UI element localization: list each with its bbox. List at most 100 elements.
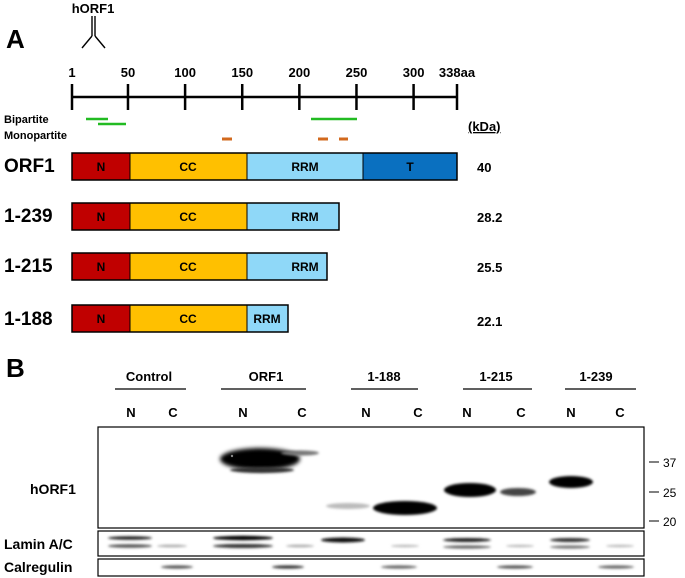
lane-label: N bbox=[462, 405, 471, 420]
construct-1-215: 1-215 N CC RRM 25.5 bbox=[4, 252, 502, 281]
blot-calregulin bbox=[97, 558, 645, 577]
lamin-band-orf1-c bbox=[286, 544, 314, 548]
domain-cc-label: CC bbox=[179, 312, 197, 326]
construct-1-239: 1-239 N CC RRM 28.2 bbox=[4, 202, 502, 231]
domain-rrm-label: RRM bbox=[291, 260, 318, 274]
lamin-band-1-215-n bbox=[443, 538, 491, 549]
construct-kda: 28.2 bbox=[477, 210, 502, 225]
construct-orf1: ORF1 N CC RRM T 40 bbox=[4, 152, 491, 181]
group-label-1-239: 1-239 bbox=[579, 369, 612, 384]
band-1-188-n bbox=[326, 503, 370, 509]
lane-label: N bbox=[126, 405, 135, 420]
domain-rrm bbox=[247, 203, 339, 230]
blot-frame bbox=[97, 558, 645, 577]
scale-tick-label: 100 bbox=[174, 65, 196, 80]
construct-name: ORF1 bbox=[4, 156, 55, 177]
lane-label: N bbox=[238, 405, 247, 420]
domain-n bbox=[72, 253, 130, 280]
monopartite-label: Monopartite bbox=[4, 130, 67, 142]
band-orf1-n bbox=[220, 448, 300, 473]
lamin-band-orf1-n bbox=[213, 535, 273, 548]
calregulin-band-1-239-c bbox=[598, 565, 634, 569]
band-1-239-n bbox=[549, 476, 593, 488]
construct-kda: 25.5 bbox=[477, 260, 502, 275]
domain-rrm bbox=[247, 305, 288, 332]
lane-label: C bbox=[168, 405, 178, 420]
calregulin-band-orf1-c bbox=[272, 565, 304, 569]
domain-t-label: T bbox=[406, 160, 414, 174]
calregulin-band-1-215-c bbox=[497, 565, 533, 569]
lamin-band-1-215-c bbox=[506, 544, 534, 548]
domain-rrm-label: RRM bbox=[291, 210, 318, 224]
domain-cc-label: CC bbox=[179, 260, 197, 274]
domain-n bbox=[72, 305, 130, 332]
lane-label: C bbox=[516, 405, 526, 420]
bipartite-label: Bipartite bbox=[4, 114, 49, 126]
band-orf1-c bbox=[281, 450, 319, 456]
bipartite-nls-marks bbox=[86, 117, 357, 126]
domain-n-label: N bbox=[97, 260, 106, 274]
marker-label-20: 20 bbox=[663, 515, 677, 529]
domain-n bbox=[72, 153, 130, 180]
construct-name: 1-188 bbox=[4, 309, 53, 330]
scale-tick-label: 200 bbox=[288, 65, 310, 80]
lamin-band-control-c bbox=[157, 544, 187, 548]
construct-outline bbox=[71, 304, 289, 333]
blot-label-calregulin: Calregulin bbox=[4, 559, 72, 575]
band-1-215-n bbox=[444, 483, 496, 497]
group-label-1-215: 1-215 bbox=[479, 369, 512, 384]
domain-n-label: N bbox=[97, 160, 106, 174]
lane-label: N bbox=[361, 405, 370, 420]
construct-kda: 22.1 bbox=[477, 314, 502, 329]
group-label-1-188: 1-188 bbox=[367, 369, 400, 384]
blot-frame bbox=[97, 530, 645, 557]
group-label-control: Control bbox=[126, 369, 172, 384]
construct-kda: 40 bbox=[477, 160, 491, 175]
band-1-188-c bbox=[373, 501, 437, 515]
speck bbox=[230, 454, 234, 458]
calregulin-band-1-188-c bbox=[381, 565, 417, 569]
domain-cc-label: CC bbox=[179, 160, 197, 174]
marker-label-37: 37 bbox=[663, 456, 677, 470]
calregulin-band-control-c bbox=[161, 565, 193, 569]
band-1-215-c bbox=[500, 488, 536, 496]
domain-cc bbox=[130, 203, 247, 230]
blot-label-lamin: Lamin A/C bbox=[4, 536, 73, 552]
lamin-band-1-188-n bbox=[321, 537, 365, 543]
panel-b-label: B bbox=[6, 353, 25, 383]
domain-rrm-label: RRM bbox=[291, 160, 318, 174]
lamin-band-1-239-c bbox=[606, 544, 634, 548]
domain-rrm-label: RRM bbox=[253, 312, 280, 326]
amino-acid-scale: 1 50 100 150 200 250 300 338aa bbox=[68, 65, 476, 110]
blot-horf1 bbox=[97, 426, 645, 529]
blot-lamin bbox=[97, 530, 645, 557]
scale-tick-label: 338aa bbox=[439, 65, 476, 80]
domain-cc-label: CC bbox=[179, 210, 197, 224]
domain-n-label: N bbox=[97, 312, 106, 326]
scale-tick-label: 300 bbox=[403, 65, 425, 80]
blot-frame bbox=[97, 426, 645, 529]
lane-label: N bbox=[566, 405, 575, 420]
domain-t bbox=[363, 153, 457, 180]
lane-label: C bbox=[615, 405, 625, 420]
antibody-icon bbox=[81, 16, 106, 49]
lane-label: C bbox=[297, 405, 307, 420]
lamin-band-1-239-n bbox=[550, 538, 590, 549]
domain-cc bbox=[130, 305, 247, 332]
lane-label: C bbox=[413, 405, 423, 420]
scale-tick-label: 50 bbox=[121, 65, 135, 80]
panel-a-label: A bbox=[6, 24, 25, 54]
construct-outline bbox=[71, 152, 458, 181]
construct-1-188: 1-188 N CC RRM 22.1 bbox=[4, 304, 502, 333]
lamin-band-1-188-c bbox=[391, 544, 419, 548]
lane-group-headers: Control ORF1 1-188 1-215 1-239 bbox=[115, 369, 636, 390]
domain-rrm bbox=[247, 153, 363, 180]
kda-header: (kDa) bbox=[468, 119, 501, 134]
domain-n bbox=[72, 203, 130, 230]
domain-cc bbox=[130, 153, 247, 180]
scale-tick-label: 250 bbox=[346, 65, 368, 80]
molecular-weight-markers bbox=[649, 461, 659, 522]
antibody-label: hORF1 bbox=[72, 1, 115, 16]
construct-name: 1-239 bbox=[4, 206, 53, 227]
